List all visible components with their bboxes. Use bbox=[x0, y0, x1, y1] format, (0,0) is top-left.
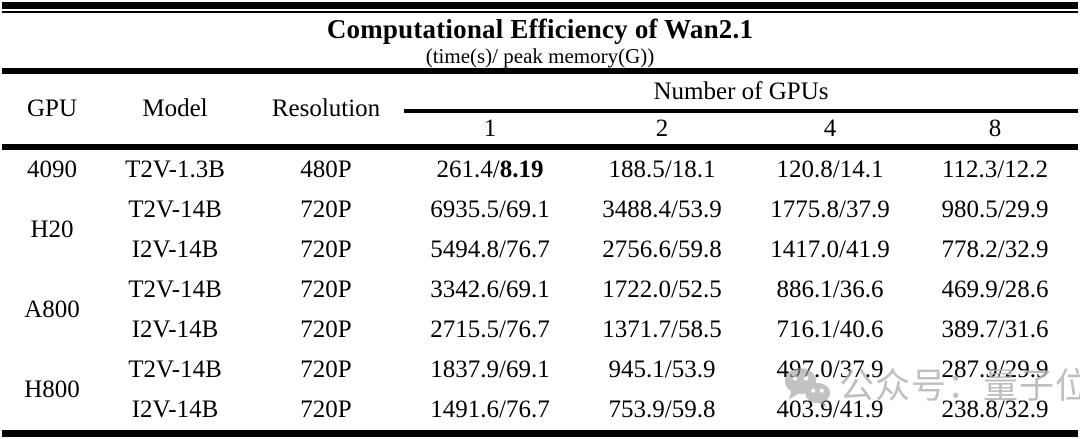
table-title: Computational Efficiency of Wan2.1 bbox=[326, 14, 754, 44]
gpu-name-cell: 4090 bbox=[27, 156, 77, 183]
time-memory-cell: 3488.4/53.9 bbox=[602, 196, 722, 223]
cell-value: 261.4/ bbox=[436, 156, 500, 183]
column-header-model: Model bbox=[102, 74, 248, 150]
model-cell: I2V-14B bbox=[131, 316, 219, 343]
resolution-cell: 720P bbox=[300, 316, 352, 343]
table-row: H800 T2V-14B 720P 1837.9/69.1 945.1/53.9… bbox=[2, 350, 1078, 403]
subheader-gpus-2: 2 bbox=[576, 111, 748, 150]
table-row: 4090 T2V-1.3B 480P 261.4/8.19 188.5/18.1… bbox=[2, 147, 1078, 190]
efficiency-table: GPU Model Resolution Number of GPUs 1 2 … bbox=[2, 74, 1078, 430]
model-cell: I2V-14B bbox=[131, 396, 219, 423]
time-memory-cell: 945.1/53.9 bbox=[608, 356, 716, 383]
time-memory-cell: 188.5/18.1 bbox=[608, 156, 716, 183]
model-cell: I2V-14B bbox=[131, 236, 219, 263]
model-cell: T2V-1.3B bbox=[125, 156, 225, 183]
header-row-gpu-counts: 1 2 4 8 bbox=[2, 111, 1078, 150]
subheader-gpus-8: 8 bbox=[912, 111, 1078, 150]
model-cell: T2V-14B bbox=[128, 356, 222, 383]
time-memory-cell: 497.0/37.9 bbox=[776, 356, 884, 383]
time-memory-cell: 5494.8/76.7 bbox=[430, 236, 550, 263]
time-memory-cell: 753.9/59.8 bbox=[608, 396, 716, 423]
time-memory-cell: 3342.6/69.1 bbox=[430, 276, 550, 303]
time-memory-cell: 1491.6/76.7 bbox=[430, 396, 550, 423]
time-memory-cell: 716.1/40.6 bbox=[776, 316, 884, 343]
time-memory-cell: 389.7/31.6 bbox=[941, 316, 1049, 343]
time-memory-cell: 1837.9/69.1 bbox=[430, 356, 550, 383]
resolution-cell: 720P bbox=[300, 276, 352, 303]
time-memory-cell: 980.5/29.9 bbox=[941, 196, 1049, 223]
time-memory-cell: 287.9/29.9 bbox=[941, 356, 1049, 383]
model-cell: T2V-14B bbox=[128, 196, 222, 223]
table-row: A800 T2V-14B 720P 3342.6/69.1 1722.0/52.… bbox=[2, 270, 1078, 323]
subheader-gpus-1: 1 bbox=[404, 111, 576, 150]
model-cell: T2V-14B bbox=[128, 276, 222, 303]
time-memory-cell: 6935.5/69.1 bbox=[430, 196, 550, 223]
time-memory-cell: 403.9/41.9 bbox=[776, 396, 884, 423]
gpu-name-cell: H800 bbox=[24, 376, 80, 403]
resolution-cell: 720P bbox=[300, 236, 352, 263]
column-header-gpu: GPU bbox=[2, 74, 102, 150]
table-row: I2V-14B 720P 5494.8/76.7 2756.6/59.8 141… bbox=[2, 230, 1078, 270]
time-memory-cell: 1775.8/37.9 bbox=[770, 196, 890, 223]
time-memory-cell: 120.8/14.1 bbox=[776, 156, 884, 183]
resolution-cell: 720P bbox=[300, 356, 352, 383]
time-memory-cell: 1722.0/52.5 bbox=[602, 276, 722, 303]
resolution-cell: 720P bbox=[300, 196, 352, 223]
time-memory-cell: 238.8/32.9 bbox=[941, 396, 1049, 423]
table-row: I2V-14B 720P 1491.6/76.7 753.9/59.8 403.… bbox=[2, 390, 1078, 430]
header-row-top: GPU Model Resolution Number of GPUs bbox=[2, 74, 1078, 150]
table-subtitle: (time(s)/ peak memory(G)) bbox=[425, 44, 655, 68]
time-memory-cell: 886.1/36.6 bbox=[776, 276, 884, 303]
gpu-name-cell: H20 bbox=[30, 216, 74, 243]
time-memory-cell: 1371.7/58.5 bbox=[602, 316, 722, 343]
top-rule-thin bbox=[2, 11, 1078, 13]
time-memory-cell: 2715.5/76.7 bbox=[430, 316, 550, 343]
time-memory-cell: 2756.6/59.8 bbox=[602, 236, 722, 263]
column-header-resolution: Resolution bbox=[248, 74, 404, 150]
subheader-gpus-4: 4 bbox=[748, 111, 912, 150]
title-separator-rule bbox=[2, 68, 1078, 74]
resolution-cell: 720P bbox=[300, 396, 352, 423]
time-memory-cell: 1417.0/41.9 bbox=[770, 236, 890, 263]
cell-value-bold: 8.19 bbox=[499, 156, 544, 183]
time-memory-cell: 778.2/32.9 bbox=[941, 236, 1049, 263]
top-rule-thick bbox=[2, 2, 1078, 9]
time-memory-cell: 261.4/8.19 bbox=[404, 147, 576, 190]
column-group-header-number-of-gpus: Number of GPUs bbox=[404, 74, 1078, 113]
time-memory-cell: 469.9/28.6 bbox=[941, 276, 1049, 303]
table-row: I2V-14B 720P 2715.5/76.7 1371.7/58.5 716… bbox=[2, 310, 1078, 350]
gpu-name-cell: A800 bbox=[24, 296, 80, 323]
resolution-cell: 480P bbox=[300, 156, 352, 183]
bottom-rule bbox=[2, 430, 1078, 437]
table-row: H20 T2V-14B 720P 6935.5/69.1 3488.4/53.9… bbox=[2, 190, 1078, 243]
time-memory-cell: 112.3/12.2 bbox=[941, 156, 1049, 183]
